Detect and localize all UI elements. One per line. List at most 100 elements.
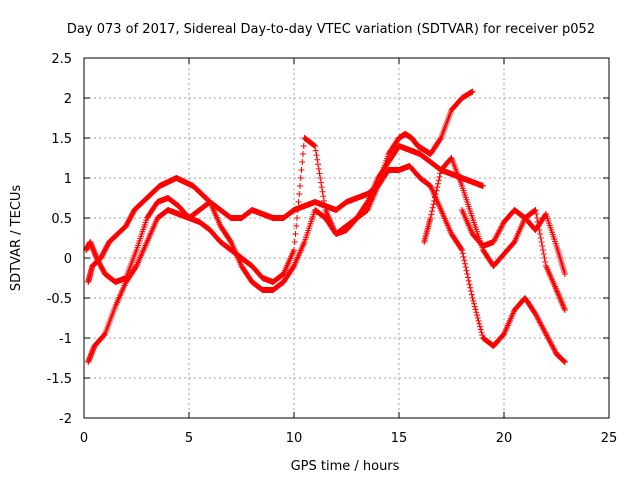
data-point-trail bbox=[560, 302, 567, 309]
y-tick-label: 0.5 bbox=[51, 212, 72, 227]
data-point-trail bbox=[534, 215, 540, 221]
data-point-trail bbox=[311, 142, 318, 149]
data-point-trail bbox=[298, 167, 305, 173]
y-tick-label: 1 bbox=[64, 172, 72, 187]
data-point-trail bbox=[292, 231, 299, 237]
data-point-trail bbox=[555, 291, 562, 298]
axis-ticks bbox=[83, 57, 610, 419]
data-point-trail bbox=[558, 298, 565, 305]
data-point-trail bbox=[533, 211, 540, 217]
data-point-trail bbox=[314, 156, 321, 163]
y-tick-label: -2 bbox=[59, 412, 72, 427]
data-point-trail bbox=[468, 288, 474, 295]
data-point-trail bbox=[462, 264, 469, 271]
data-point-trail bbox=[437, 136, 444, 143]
y-tick-label: 0 bbox=[64, 252, 72, 267]
data-point-trail bbox=[554, 289, 561, 296]
data-point-trail bbox=[559, 301, 566, 308]
data-point bbox=[561, 307, 568, 313]
y-tick-label: 2.5 bbox=[51, 52, 72, 67]
data-point-trail bbox=[465, 274, 471, 281]
data-point bbox=[469, 295, 476, 301]
data-point-trail bbox=[475, 317, 482, 324]
data-point-trail bbox=[293, 223, 300, 229]
data-point bbox=[561, 359, 568, 365]
x-tick-label: 5 bbox=[185, 431, 193, 446]
x-tick-labels: 0 5 10 15 20 25 bbox=[80, 431, 617, 446]
data-point-trail bbox=[315, 161, 321, 168]
data-point-trail bbox=[461, 257, 468, 264]
data-point-trail bbox=[558, 299, 565, 306]
data-point-trail bbox=[429, 204, 436, 211]
data-point-trail bbox=[432, 191, 439, 197]
data-point-trail bbox=[315, 165, 322, 172]
data-point-trail bbox=[464, 271, 471, 277]
data-point-trail bbox=[538, 239, 545, 245]
data-point-trail bbox=[471, 300, 477, 307]
data-point-trail bbox=[472, 306, 479, 313]
data-point-trail bbox=[474, 312, 480, 319]
data-point-trail bbox=[465, 277, 472, 284]
x-tick-label: 0 bbox=[80, 431, 88, 446]
data-point-trail bbox=[557, 295, 564, 302]
data-point-trail bbox=[476, 320, 483, 327]
data-point-trail bbox=[299, 159, 306, 165]
data-point-trail bbox=[460, 253, 467, 260]
x-axis-label: GPS time / hours bbox=[291, 459, 400, 474]
data-point bbox=[469, 88, 476, 95]
data-point-trail bbox=[318, 179, 324, 186]
grid-lines bbox=[84, 58, 609, 418]
data-point-trail bbox=[540, 251, 547, 257]
data-point-trail bbox=[432, 194, 438, 201]
data-point-trail bbox=[318, 184, 325, 191]
data-point-trail bbox=[434, 184, 441, 191]
data-point-trail bbox=[477, 323, 483, 330]
data-point-trail bbox=[321, 202, 328, 209]
data-point-trail bbox=[560, 357, 567, 364]
data-point bbox=[291, 247, 297, 253]
x-tick-label: 25 bbox=[601, 431, 618, 446]
y-tick-label: 1.5 bbox=[51, 132, 72, 147]
y-axis-label: SDTVAR / TECUs bbox=[9, 185, 24, 292]
data-point-trail bbox=[537, 235, 544, 241]
data-point-trail bbox=[557, 297, 564, 303]
data-point-trail bbox=[313, 152, 320, 159]
data-point-trail bbox=[471, 303, 478, 310]
chart-title: Day 073 of 2017, Sidereal Day-to-day VTE… bbox=[67, 22, 595, 37]
data-point bbox=[427, 215, 434, 221]
data-points bbox=[83, 88, 568, 365]
data-point-trail bbox=[474, 315, 481, 321]
data-point-trail bbox=[458, 245, 465, 252]
data-point-trail bbox=[316, 170, 323, 177]
data-point-trail bbox=[294, 207, 301, 213]
data-point-trail bbox=[436, 173, 443, 180]
data-point-trail bbox=[295, 199, 302, 205]
data-point-trail bbox=[433, 187, 440, 194]
data-point-trail bbox=[560, 304, 567, 311]
data-point-trail bbox=[542, 259, 549, 265]
data-point-trail bbox=[466, 281, 473, 288]
data-point-trail bbox=[319, 188, 326, 195]
data-point bbox=[312, 143, 318, 149]
data-point bbox=[532, 207, 539, 213]
data-point bbox=[561, 271, 568, 277]
data-point-trail bbox=[561, 305, 568, 312]
data-point-trail bbox=[459, 250, 466, 257]
data-point-trail bbox=[463, 267, 470, 274]
data-point-trail bbox=[435, 177, 442, 184]
data-point-trail bbox=[435, 180, 441, 187]
data-point-trail bbox=[297, 175, 304, 181]
data-point bbox=[459, 247, 465, 253]
data-point-trail bbox=[467, 284, 474, 291]
data-point-trail bbox=[462, 260, 468, 267]
data-point-trail bbox=[296, 191, 303, 197]
data-point-trail bbox=[540, 247, 546, 253]
data-point-trail bbox=[312, 147, 319, 154]
y-tick-label: 2 bbox=[64, 92, 72, 107]
data-point-trail bbox=[561, 358, 568, 365]
data-point-trail bbox=[468, 291, 475, 298]
y-tick-label: -1 bbox=[59, 332, 72, 347]
data-point-trail bbox=[317, 175, 324, 181]
y-tick-label: -1.5 bbox=[47, 372, 72, 387]
